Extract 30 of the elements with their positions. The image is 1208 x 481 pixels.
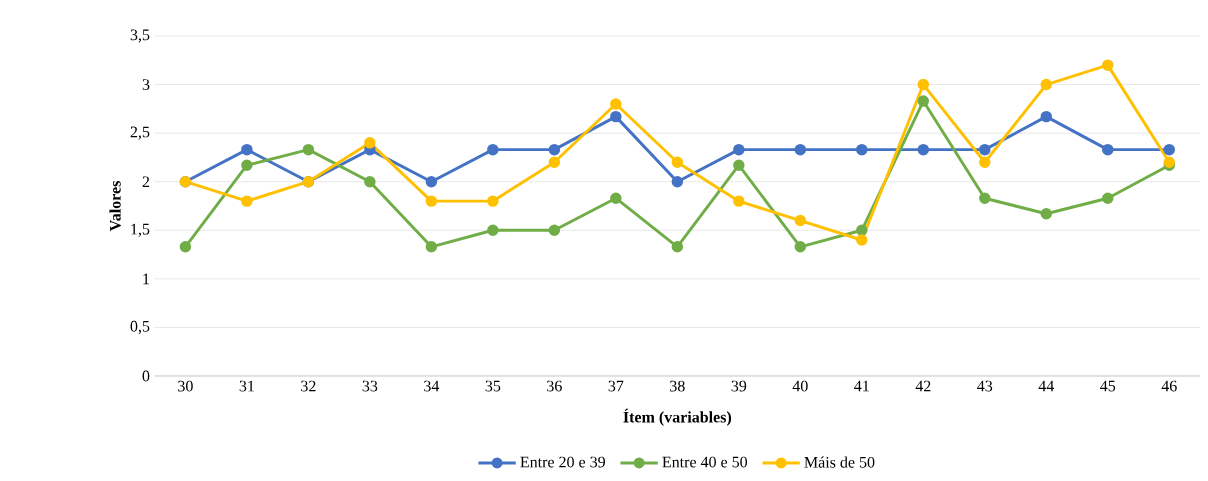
x-tick-label: 46	[1161, 380, 1177, 392]
x-tick-label: 34	[424, 380, 440, 392]
x-tick-label: 38	[670, 380, 685, 392]
x-tick-label: 30	[178, 380, 193, 392]
x-tick-label: 32	[301, 380, 316, 392]
legend-label: Máis de 50	[804, 456, 875, 468]
x-tick-label: 35	[485, 380, 501, 392]
y-tick-label: 3,5	[130, 29, 150, 43]
x-tick-label: 40	[792, 380, 808, 392]
x-tick-label: 43	[977, 380, 993, 392]
legend-label: Entre 40 e 50	[662, 456, 748, 468]
x-tick-label: 44	[1038, 380, 1055, 392]
y-tick-label: 1,5	[131, 223, 150, 237]
x-tick-label: 33	[362, 380, 378, 392]
x-tick-label: 41	[854, 380, 869, 392]
x-tick-label: 31	[239, 380, 254, 392]
x-tick-label: 36	[547, 380, 562, 392]
y-tick-label: 2,5	[130, 126, 150, 140]
x-tick-label: 42	[915, 380, 931, 392]
x-axis-title: Ítem (variables)	[623, 408, 732, 426]
y-tick-label: 3	[142, 79, 150, 90]
y-tick-label: 0,5	[130, 320, 150, 334]
y-tick-label: 2	[142, 176, 150, 187]
x-tick-label: 39	[731, 380, 747, 392]
legend-label: Entre 20 e 39	[520, 456, 605, 468]
x-tick-label: 37	[608, 380, 624, 392]
y-tick-label: 0	[142, 370, 150, 382]
y-tick-label: 1	[143, 273, 150, 284]
x-tick-label: 45	[1100, 380, 1116, 392]
y-axis-title: Valores	[109, 180, 121, 231]
